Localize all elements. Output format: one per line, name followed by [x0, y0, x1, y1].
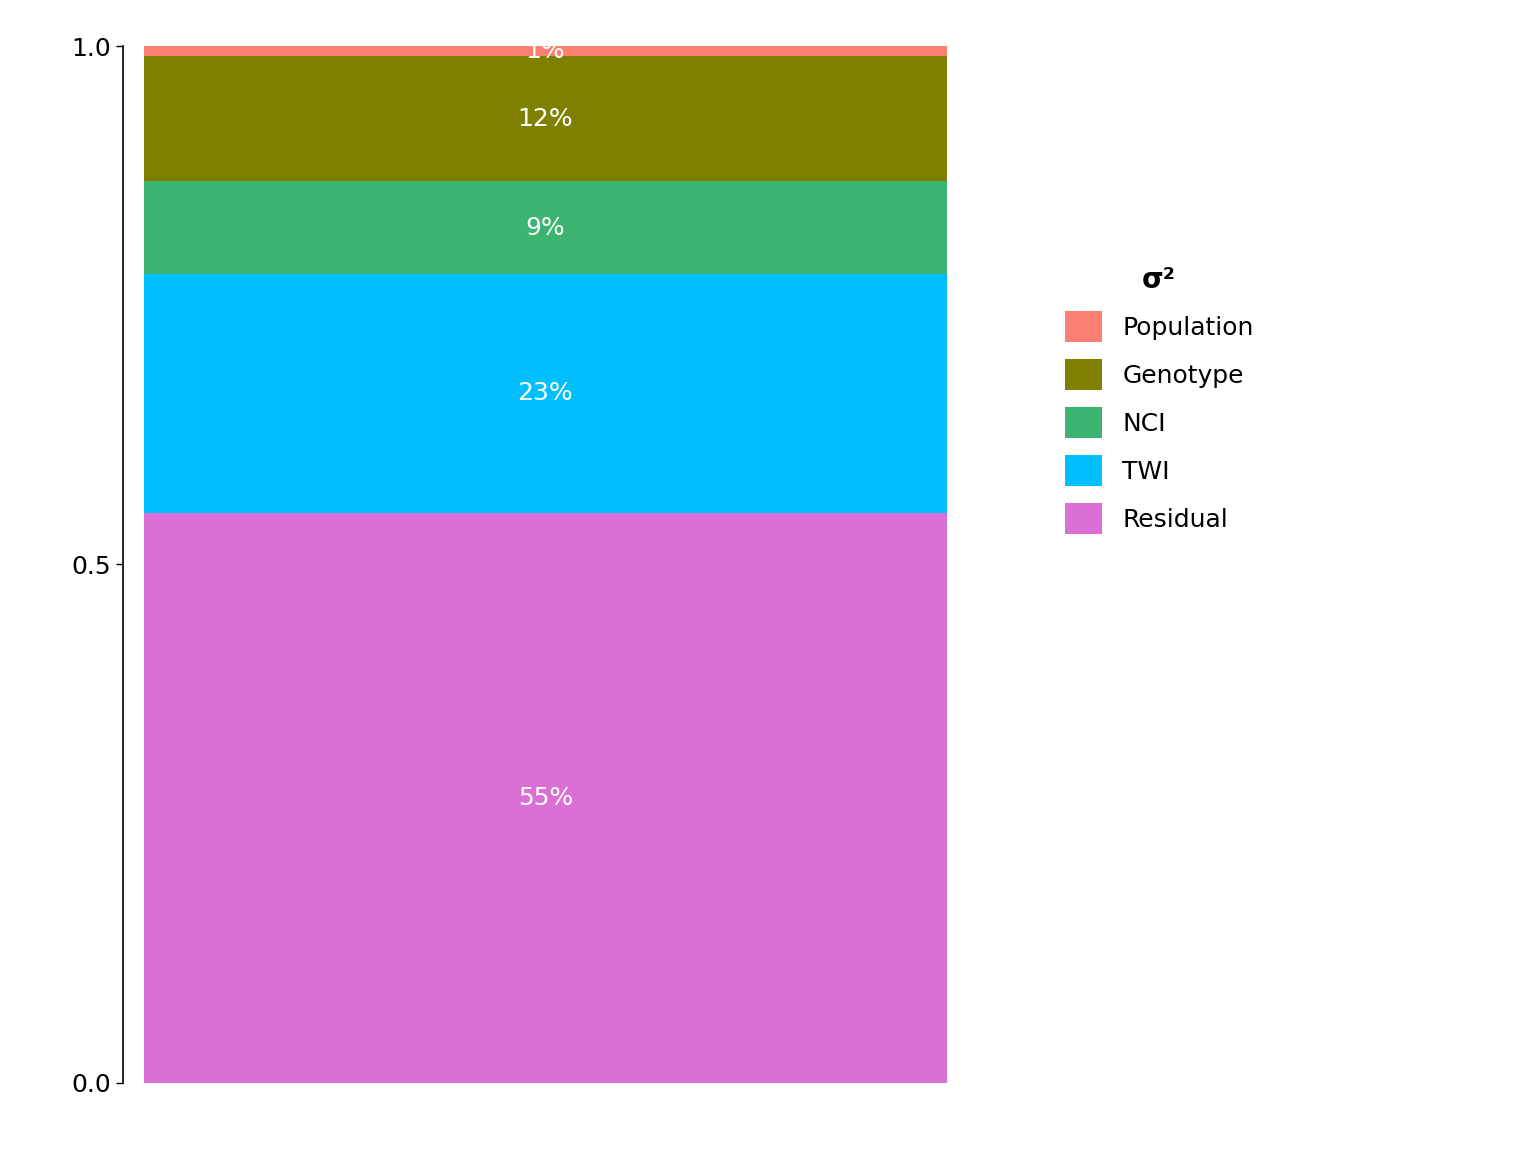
- Bar: [144, 274, 946, 513]
- Bar: [144, 46, 946, 56]
- Text: 55%: 55%: [518, 786, 573, 810]
- Text: 23%: 23%: [518, 381, 573, 406]
- Bar: [144, 513, 946, 1083]
- Text: 12%: 12%: [518, 107, 573, 130]
- Bar: [144, 181, 946, 274]
- Text: 1%: 1%: [525, 39, 565, 63]
- Bar: [144, 56, 946, 181]
- Text: 9%: 9%: [525, 215, 565, 240]
- Legend: Population, Genotype, NCI, TWI, Residual: Population, Genotype, NCI, TWI, Residual: [1064, 266, 1253, 533]
